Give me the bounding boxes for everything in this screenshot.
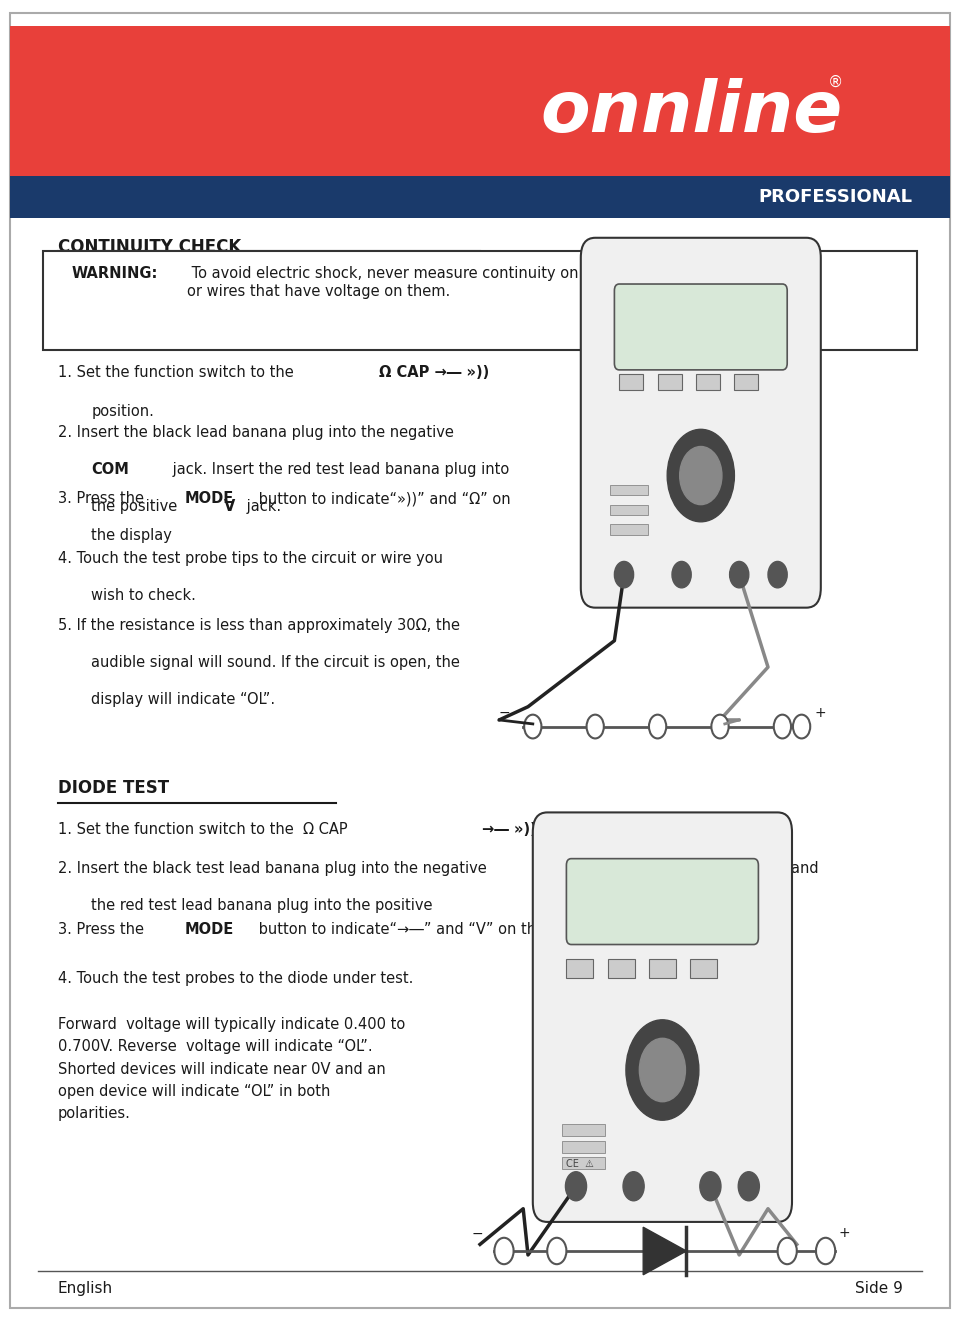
FancyBboxPatch shape [10, 13, 950, 1308]
FancyBboxPatch shape [43, 251, 917, 350]
Bar [10, 26, 950, 178]
Text: 3. Press the: 3. Press the [58, 922, 148, 937]
FancyBboxPatch shape [614, 284, 787, 370]
Text: Forward  voltage will typically indicate 0.400 to
0.700V. Reverse  voltage will : Forward voltage will typically indicate … [58, 1017, 405, 1122]
Text: the red test lead banana plug into the positive: the red test lead banana plug into the p… [91, 898, 438, 913]
Text: 4. Touch the test probes to the diode under test.: 4. Touch the test probes to the diode un… [58, 971, 413, 985]
Circle shape [587, 715, 604, 738]
Text: jack. Insert the red test lead banana plug into: jack. Insert the red test lead banana pl… [168, 462, 509, 477]
Circle shape [700, 1172, 721, 1201]
Bar [562, 1141, 605, 1153]
Circle shape [768, 561, 787, 588]
Text: PROFESSIONAL: PROFESSIONAL [758, 188, 912, 206]
Text: Ω CAP →― »)): Ω CAP →― »)) [379, 365, 490, 379]
Text: +: + [815, 705, 827, 720]
Circle shape [667, 429, 734, 522]
Bar [562, 1124, 605, 1136]
Bar [734, 374, 758, 390]
Text: 3. Press the: 3. Press the [58, 491, 148, 506]
Circle shape [494, 1238, 514, 1264]
Text: the positive: the positive [91, 499, 182, 514]
Text: jack and: jack and [752, 861, 818, 876]
FancyBboxPatch shape [581, 238, 821, 608]
Text: −: − [498, 705, 510, 720]
Text: To avoid electric shock, never measure continuity on circuits
or wires that have: To avoid electric shock, never measure c… [187, 266, 636, 299]
Text: −: − [471, 1226, 483, 1240]
Text: wish to check.: wish to check. [91, 588, 196, 602]
Text: jack.: jack. [242, 499, 281, 514]
Bar [10, 176, 950, 218]
Circle shape [614, 561, 634, 588]
FancyBboxPatch shape [566, 859, 758, 945]
Text: COM: COM [91, 462, 129, 477]
Text: COM: COM [697, 861, 734, 876]
Text: V: V [612, 898, 623, 913]
Circle shape [711, 715, 729, 738]
Circle shape [524, 715, 541, 738]
Text: Side 9: Side 9 [854, 1281, 902, 1296]
Circle shape [774, 715, 791, 738]
Circle shape [565, 1172, 587, 1201]
Text: 5. If the resistance is less than approximately 30Ω, the: 5. If the resistance is less than approx… [58, 618, 460, 633]
Text: the display: the display [91, 528, 172, 543]
Text: button to indicate“»))” and “Ω” on: button to indicate“»))” and “Ω” on [254, 491, 511, 506]
Bar [619, 374, 643, 390]
Circle shape [626, 1020, 699, 1120]
Bar [562, 1157, 605, 1169]
FancyBboxPatch shape [533, 812, 792, 1222]
Text: 2. Insert the black lead banana plug into the negative: 2. Insert the black lead banana plug int… [58, 425, 453, 440]
Text: 1. Set the function switch to the  Ω CAP: 1. Set the function switch to the Ω CAP [58, 822, 352, 836]
Bar [649, 959, 676, 978]
Text: jack.: jack. [629, 898, 668, 913]
Bar [690, 959, 717, 978]
Bar [658, 374, 682, 390]
Text: DIODE TEST: DIODE TEST [58, 779, 169, 798]
Bar [610, 524, 648, 535]
Text: MODE: MODE [184, 491, 233, 506]
Text: audible signal will sound. If the circuit is open, the: audible signal will sound. If the circui… [91, 655, 460, 670]
Text: position.: position. [91, 404, 154, 419]
Text: 4. Touch the test probe tips to the circuit or wire you: 4. Touch the test probe tips to the circ… [58, 551, 443, 565]
Bar [610, 485, 648, 495]
Circle shape [793, 715, 810, 738]
Bar [608, 959, 635, 978]
Circle shape [730, 561, 749, 588]
Text: English: English [58, 1281, 112, 1296]
Text: display will indicate “OL”.: display will indicate “OL”. [91, 692, 276, 707]
Bar [610, 505, 648, 515]
Circle shape [639, 1038, 685, 1102]
Text: +: + [839, 1226, 851, 1240]
Circle shape [816, 1238, 835, 1264]
Circle shape [623, 1172, 644, 1201]
Text: V: V [224, 499, 235, 514]
Circle shape [738, 1172, 759, 1201]
Polygon shape [643, 1227, 686, 1275]
Text: button to indicate“→―” and “V” on the display.: button to indicate“→―” and “V” on the di… [254, 922, 605, 937]
Text: onnline: onnline [540, 78, 842, 147]
Bar [566, 959, 593, 978]
Text: 1. Set the function switch to the: 1. Set the function switch to the [58, 365, 298, 379]
Circle shape [649, 715, 666, 738]
Circle shape [672, 561, 691, 588]
Bar [696, 374, 720, 390]
Text: ®: ® [828, 74, 843, 90]
Text: CONTINUITY CHECK: CONTINUITY CHECK [58, 238, 241, 256]
Text: WARNING:: WARNING: [72, 266, 158, 281]
Text: 2. Insert the black test lead banana plug into the negative: 2. Insert the black test lead banana plu… [58, 861, 491, 876]
Text: →― »)): →― »)) [482, 822, 537, 836]
Text: position.: position. [542, 822, 610, 836]
Circle shape [680, 446, 722, 505]
Text: CE  ⚠: CE ⚠ [566, 1159, 594, 1169]
Circle shape [547, 1238, 566, 1264]
Circle shape [778, 1238, 797, 1264]
Text: MODE: MODE [184, 922, 233, 937]
